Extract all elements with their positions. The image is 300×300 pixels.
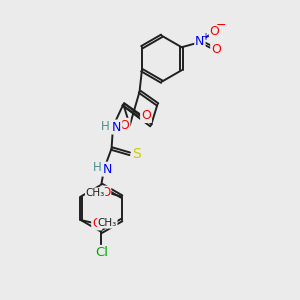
Text: O: O [141,109,151,122]
Text: O: O [211,43,221,56]
Text: N: N [195,35,205,48]
Text: O: O [210,25,220,38]
Text: S: S [132,147,141,161]
Text: −: − [216,19,226,32]
Text: O: O [101,187,110,200]
Text: Cl: Cl [95,246,108,259]
Text: N: N [103,163,112,176]
Text: O: O [92,217,101,230]
Text: CH₃: CH₃ [98,218,117,228]
Text: CH₃: CH₃ [85,188,105,198]
Text: H: H [93,160,102,174]
Text: N: N [112,121,121,134]
Text: O: O [120,119,130,132]
Text: +: + [201,32,208,42]
Text: H: H [101,120,110,133]
